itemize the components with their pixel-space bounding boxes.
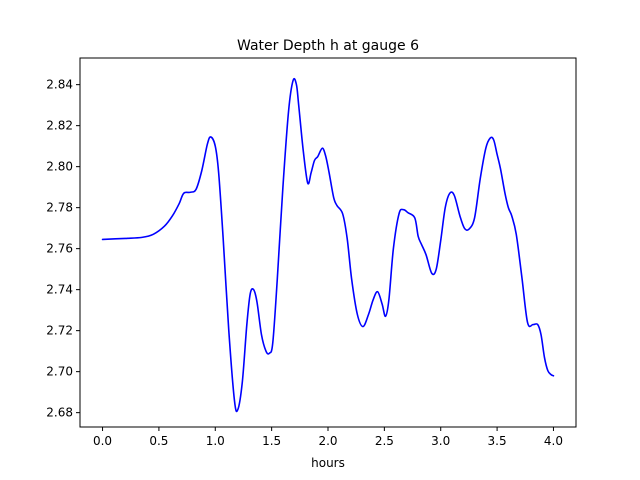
- y-tick-label: 2.76: [46, 242, 73, 256]
- series-layer: [101, 77, 555, 413]
- x-tick-label: 3.5: [488, 434, 507, 448]
- y-axis: 2.68 2.70 2.72 2.74 2.76 2.78 2.80 2.82 2.84: [46, 78, 80, 420]
- chart-title: Water Depth h at gauge 6: [237, 38, 419, 54]
- x-axis-title: hours: [311, 456, 345, 470]
- x-axis: 0.0 0.5 1.0 1.5 2.0 2.5 3.0 3.5 4.0: [93, 427, 563, 448]
- x-tick-label: 1.0: [206, 434, 225, 448]
- x-tick-label: 2.0: [318, 434, 337, 448]
- y-tick-label: 2.70: [46, 365, 73, 379]
- x-tick-label: 1.5: [262, 434, 281, 448]
- y-tick-label: 2.84: [46, 78, 73, 92]
- y-tick-label: 2.72: [46, 324, 73, 338]
- y-tick-label: 2.68: [46, 406, 73, 420]
- y-tick-label: 2.80: [46, 160, 73, 174]
- series-line: [101, 77, 555, 413]
- y-tick-label: 2.74: [46, 283, 73, 297]
- y-tick-label: 2.78: [46, 201, 73, 215]
- x-tick-label: 0.0: [93, 434, 112, 448]
- x-tick-label: 2.5: [375, 434, 394, 448]
- y-tick-label: 2.82: [46, 119, 73, 133]
- x-tick-label: 4.0: [544, 434, 563, 448]
- x-tick-label: 3.0: [431, 434, 450, 448]
- x-tick-label: 0.5: [149, 434, 168, 448]
